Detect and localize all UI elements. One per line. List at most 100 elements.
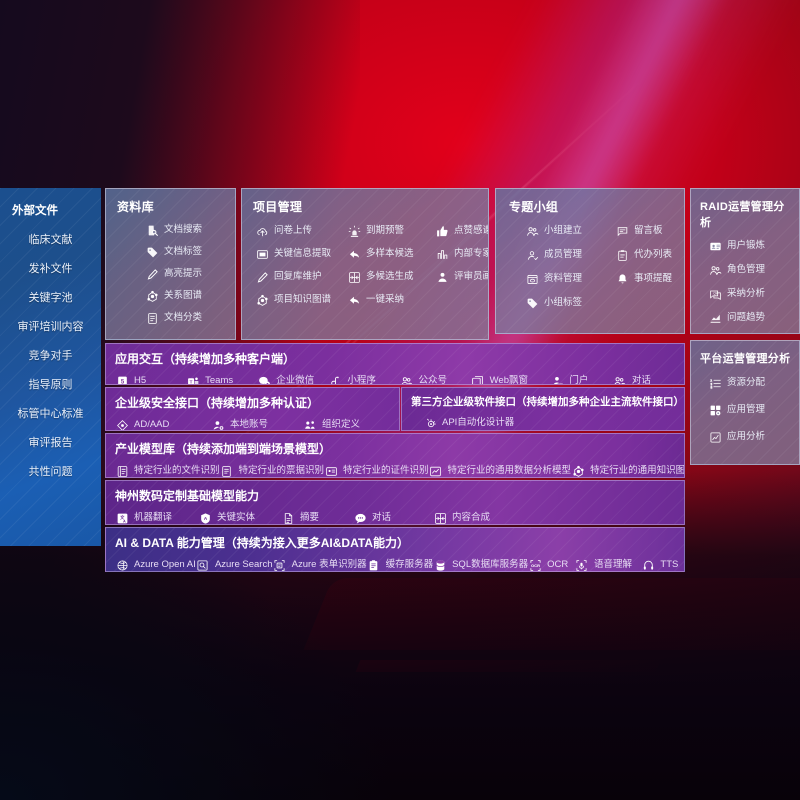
app-item-teams[interactable]: T Teams	[186, 374, 257, 384]
mini-program-icon	[328, 374, 342, 384]
security-item-local-account[interactable]: 本地账号	[211, 418, 303, 430]
ai-data-item-speech-understanding[interactable]: 语音理解	[575, 558, 641, 571]
sql-database-icon	[433, 558, 447, 571]
sidebar-item-guidelines[interactable]: 指导原则	[28, 379, 73, 391]
topic-item-material-management[interactable]: 资料管理	[525, 272, 613, 286]
third-party-interface-title: 第三方企业级软件接口（持续增加多种企业主流软件接口）	[411, 396, 684, 408]
ai-data-item-tts[interactable]: TTS	[641, 558, 684, 571]
industry-item-receipt-recognition[interactable]: 特定行业的票据识别	[220, 464, 324, 477]
card-data-library: 资料库 文档搜索 文档标签 高亮提示 关系图谱	[105, 188, 236, 340]
ai-data-item-ocr[interactable]: OCR OCR	[528, 558, 575, 571]
third-party-item-api-designer[interactable]: API自动化设计器	[423, 416, 514, 430]
dialog-people-icon	[613, 374, 627, 384]
data-library-item-relation-graph[interactable]: 关系图谱	[145, 289, 227, 303]
data-library-title: 资料库	[117, 200, 154, 214]
data-library-item-document-search[interactable]: 文档搜索	[145, 223, 227, 237]
security-item-org-definition[interactable]: 组织定义	[303, 418, 393, 430]
project-item-multi-sample-candidates[interactable]: 多样本候选	[347, 247, 433, 261]
openai-icon	[115, 558, 129, 571]
industry-model-title: 产业模型库（持续添加端到端场景模型）	[115, 442, 332, 456]
topic-item-todo-list[interactable]: 代办列表	[615, 248, 675, 262]
app-item-web-popup[interactable]: Web飘窗	[471, 374, 551, 384]
receipt-recognition-icon	[220, 464, 234, 477]
project-item-expert-ranking[interactable]: 内部专家排名	[435, 247, 488, 261]
raid-item-role-management[interactable]: 角色管理	[708, 263, 793, 277]
web-popup-icon	[471, 374, 485, 384]
knowledge-graph-icon	[145, 289, 159, 303]
ai-data-item-azure-openai[interactable]: Azure Open AI	[115, 558, 196, 571]
project-item-reply-library-maintenance[interactable]: 回复库维护	[255, 270, 345, 284]
project-item-questionnaire-upload[interactable]: 问卷上传	[255, 224, 345, 238]
topic-item-member-management[interactable]: 成员管理	[525, 248, 613, 262]
sidebar-item-common-issues[interactable]: 共性问题	[28, 466, 73, 478]
sidebar-item-review-report[interactable]: 审评报告	[28, 437, 73, 449]
sidebar-item-competitors[interactable]: 竞争对手	[28, 350, 73, 362]
tag-icon	[525, 296, 539, 310]
app-item-h5[interactable]: 5 H5	[115, 374, 186, 385]
base-model-item-dialog[interactable]: 对话	[353, 511, 433, 524]
project-item-one-click-adopt[interactable]: 一键采纳	[347, 293, 433, 307]
id-card-icon	[708, 239, 722, 253]
svg-text:文: 文	[119, 514, 125, 521]
search-doc-icon	[196, 558, 210, 571]
sidebar-external-files: 外部文件 临床文献 发补文件 关键字池 审评培训内容 竞争对手 指导原则 标管中…	[0, 188, 101, 546]
project-item-due-alert[interactable]: 到期预警	[347, 224, 433, 238]
project-item-knowledge-graph[interactable]: 项目知识图谱	[255, 293, 345, 307]
data-library-item-document-tag[interactable]: 文档标签	[145, 245, 227, 259]
highlight-pen-icon	[145, 267, 159, 281]
base-model-item-key-entity[interactable]: A 关键实体	[198, 511, 281, 524]
topic-item-reminder[interactable]: 事项提醒	[615, 272, 675, 286]
ai-data-item-form-recognizer[interactable]: Azure 表单识别器	[273, 558, 367, 571]
project-item-multi-candidate-generation[interactable]: 多候选生成	[347, 270, 433, 284]
diamond-auth-icon	[115, 418, 129, 430]
ai-data-item-cache-server[interactable]: 缓存服务器	[367, 558, 433, 571]
ai-data-item-sql-database[interactable]: SQL数据库服务器	[433, 558, 528, 571]
app-item-portal[interactable]: 门户	[550, 374, 612, 384]
industry-item-file-recognition[interactable]: 特定行业的文件识别	[115, 464, 220, 477]
app-item-wechat-work[interactable]: 企业微信	[257, 374, 328, 384]
industry-item-knowledge-graph-model[interactable]: 特定行业的通用知识图谱模型	[571, 464, 684, 477]
project-item-reviewer-portrait[interactable]: 评审员画像	[435, 270, 488, 284]
sidebar-item-clinical-literature[interactable]: 临床文献	[28, 234, 73, 246]
arrow-back-icon	[347, 247, 361, 261]
topic-item-group-create[interactable]: 小组建立	[525, 224, 613, 238]
raid-item-user-training[interactable]: 用户锻炼	[708, 239, 793, 253]
ocr-icon: OCR	[528, 558, 542, 571]
platform-item-resource-allocation[interactable]: 资源分配	[708, 376, 793, 390]
topic-item-group-tag[interactable]: 小组标签	[525, 296, 613, 310]
official-account-icon	[400, 374, 414, 384]
base-model-item-summary[interactable]: 摘要	[281, 511, 353, 524]
platform-item-app-analysis[interactable]: 应用分析	[708, 430, 793, 444]
raid-analysis-title: RAID运营管理分析	[700, 201, 785, 229]
topic-item-message-board[interactable]: 留言板	[615, 224, 675, 238]
sidebar-item-supplement-files[interactable]: 发补文件	[28, 263, 73, 275]
teams-icon: T	[186, 374, 200, 384]
data-library-item-document-classify[interactable]: 文档分类	[145, 311, 227, 325]
sidebar-item-review-training[interactable]: 审评培训内容	[17, 321, 84, 333]
sidebar-item-keyword-pool[interactable]: 关键字池	[28, 292, 73, 304]
sidebar-item-standards-center[interactable]: 标管中心标准	[17, 408, 84, 420]
knowledge-graph-icon	[255, 293, 269, 307]
raid-item-adoption-analysis[interactable]: QA 采纳分析	[708, 287, 793, 301]
project-item-like-thanks[interactable]: 点赞感谢	[435, 224, 488, 238]
base-model-item-content-synthesis[interactable]: 内容合成	[433, 511, 529, 524]
cloud-upload-icon	[255, 224, 269, 238]
platform-item-app-management[interactable]: 应用管理	[708, 403, 793, 417]
clipboard-list-icon	[615, 248, 629, 262]
industry-item-id-recognition[interactable]: 特定行业的证件识别	[324, 464, 429, 477]
pen-edit-icon	[255, 270, 269, 284]
security-item-ad-aad[interactable]: AD/AAD	[115, 418, 211, 430]
raid-item-issue-trend[interactable]: 问题趋势	[708, 311, 793, 325]
industry-item-data-analysis[interactable]: 特定行业的通用数据分析模型	[429, 464, 571, 477]
app-item-mini-program[interactable]: 小程序	[328, 374, 399, 384]
svg-text:5: 5	[120, 379, 124, 385]
app-item-official-account[interactable]: 公众号	[400, 374, 471, 384]
project-item-key-info-extract[interactable]: 关键信息提取	[255, 247, 345, 261]
message-board-icon	[615, 224, 629, 238]
ai-data-item-azure-search[interactable]: Azure Search	[196, 558, 273, 571]
data-library-item-highlight[interactable]: 高亮提示	[145, 267, 227, 281]
app-item-dialog[interactable]: 对话	[613, 374, 684, 384]
platform-analysis-title: 平台运营管理分析	[700, 353, 791, 365]
